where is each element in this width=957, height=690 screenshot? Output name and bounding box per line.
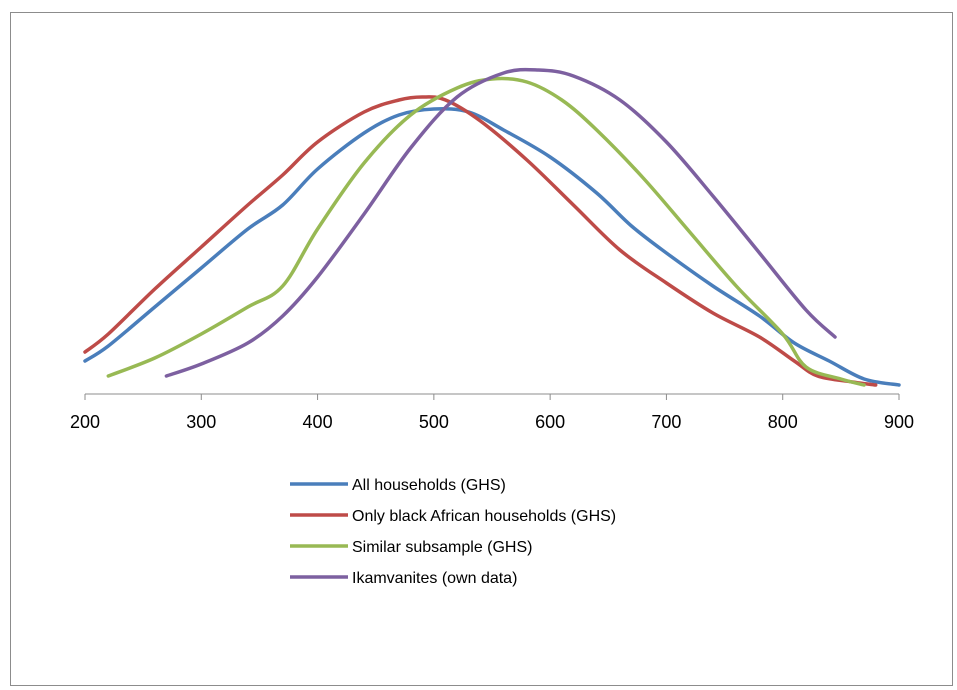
chart-frame: 200 300 400 500 600 700 800 900 All households … [10, 12, 953, 686]
x-tick-label: 800 [768, 412, 798, 432]
legend-label-1: Only black African households (GHS) [352, 508, 616, 525]
legend: All households (GHS) Only black African h… [290, 477, 616, 587]
line-chart: 200 300 400 500 600 700 800 900 All households … [70, 67, 914, 587]
x-tick-label: 600 [535, 412, 565, 432]
legend-label-2: Similar subsample (GHS) [352, 539, 532, 556]
x-ticks: 200 300 400 500 600 700 800 900 [70, 394, 914, 432]
legend-label-3: Ikamvanites (own data) [352, 570, 517, 587]
series-line-0 [83, 107, 901, 387]
x-tick-label: 900 [884, 412, 914, 432]
x-tick-label: 300 [186, 412, 216, 432]
x-tick-label: 400 [303, 412, 333, 432]
series-layer [83, 67, 901, 387]
legend-label-0: All households (GHS) [352, 477, 506, 494]
x-tick-label: 700 [651, 412, 681, 432]
x-tick-label: 500 [419, 412, 449, 432]
series-line-3 [164, 67, 837, 378]
series-line-1 [83, 95, 878, 387]
series-line-2 [106, 76, 866, 387]
x-tick-label: 200 [70, 412, 100, 432]
